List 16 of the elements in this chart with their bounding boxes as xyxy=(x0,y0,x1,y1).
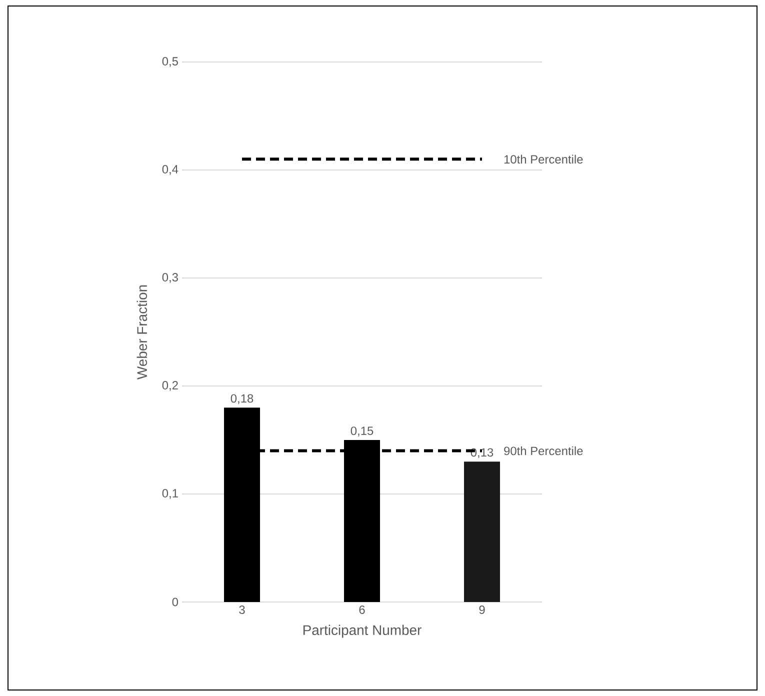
y-axis-title: Weber Fraction xyxy=(136,285,148,380)
ref-line-label: 90th Percentile xyxy=(504,446,583,456)
y-tick-label: 0 xyxy=(172,598,178,606)
y-tick-label: 0,4 xyxy=(162,165,178,175)
data-label: 0,15 xyxy=(350,426,374,436)
x-tick-label: 6 xyxy=(359,606,365,614)
y-tick-label: 0,2 xyxy=(162,381,178,391)
x-axis-title: Participant Number xyxy=(303,624,422,638)
x-tick-label: 3 xyxy=(239,606,245,614)
y-tick-label: 0,1 xyxy=(162,489,178,499)
ref-line-label: 10th Percentile xyxy=(504,154,583,164)
bar xyxy=(464,462,500,602)
data-label: 0,18 xyxy=(230,394,254,404)
y-tick-label: 0,5 xyxy=(162,57,178,67)
x-tick-label: 9 xyxy=(479,606,485,614)
y-tick-label: 0,3 xyxy=(162,273,178,283)
